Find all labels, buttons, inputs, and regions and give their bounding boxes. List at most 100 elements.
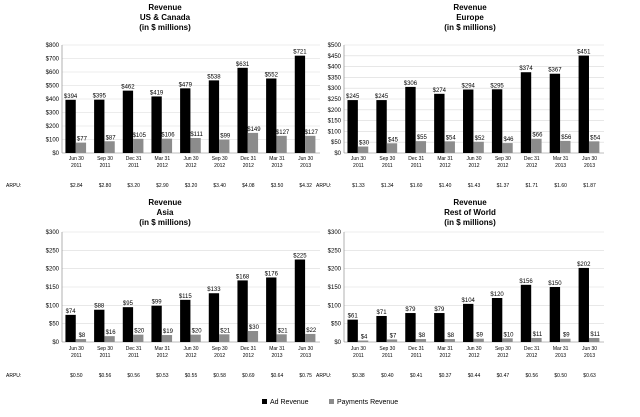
x-tick-label: 2012 [185, 163, 196, 169]
legend-label: Ad Revenue [270, 399, 309, 406]
payments-revenue-bar [357, 340, 369, 342]
x-tick-label: Sep 30 [97, 346, 113, 352]
y-tick-label: $250 [46, 248, 60, 254]
payments-revenue-label: $127 [305, 130, 319, 136]
chart-title-line: US & Canada [140, 13, 191, 22]
ad-revenue-label: $156 [519, 279, 533, 285]
payments-revenue-bar [247, 331, 259, 342]
x-tick-label: Dec 31 [240, 346, 256, 352]
arpu-value: $0.64 [271, 373, 284, 379]
ad-revenue-label: $225 [293, 254, 307, 260]
x-tick-label: Mar 31 [437, 346, 453, 352]
ad-revenue-bar [122, 307, 134, 342]
payments-revenue-bar [415, 339, 427, 342]
x-tick-label: 2013 [300, 163, 311, 169]
x-tick-label: 2012 [157, 353, 168, 359]
ad-revenue-bar [405, 86, 416, 153]
x-tick-label: Sep 30 [495, 156, 511, 162]
x-tick-label: 2013 [300, 353, 311, 359]
payments-revenue-label: $22 [306, 328, 317, 334]
arpu-label: ARPU: [316, 183, 331, 189]
arpu-value: $3.50 [271, 183, 284, 189]
arpu-value: $2.80 [99, 183, 112, 189]
ad-revenue-label: $115 [179, 294, 193, 300]
payments-revenue-bar [75, 339, 87, 342]
ad-revenue-bar [463, 303, 474, 342]
arpu-value: $0.55 [185, 373, 198, 379]
x-tick-label: 2012 [468, 163, 479, 169]
payments-revenue-bar [133, 138, 144, 153]
payments-revenue-label: $52 [475, 136, 486, 142]
payments-revenue-bar [357, 146, 369, 153]
payments-revenue-bar [190, 334, 201, 342]
ad-revenue-label: $395 [93, 94, 107, 100]
x-tick-label: 2011 [382, 353, 393, 359]
payments-revenue-bar [588, 141, 600, 153]
ad-revenue-label: $394 [64, 94, 78, 100]
y-tick-label: $250 [328, 248, 342, 254]
x-tick-label: Dec 31 [408, 156, 424, 162]
x-tick-label: Jun 30 [298, 346, 313, 352]
ad-revenue-label: $294 [462, 83, 476, 89]
payments-revenue-label: $54 [446, 135, 457, 141]
chart-title-line: (in $ millions) [444, 218, 496, 227]
arpu-value: $0.56 [99, 373, 112, 379]
arpu-value: $1.60 [410, 183, 423, 189]
ad-revenue-label: $295 [490, 83, 504, 89]
x-tick-label: 2011 [411, 353, 422, 359]
x-tick-label: 2013 [555, 353, 566, 359]
payments-revenue-label: $10 [504, 332, 515, 338]
ad-revenue-bar [434, 313, 445, 342]
x-tick-label: 2012 [214, 353, 225, 359]
x-tick-label: 2011 [71, 353, 82, 359]
payments-revenue-label: $127 [276, 130, 290, 136]
ad-revenue-bar [347, 319, 358, 342]
ad-revenue-label: $79 [405, 307, 416, 313]
payments-revenue-bar [161, 138, 173, 153]
ad-revenue-label: $168 [236, 274, 250, 280]
x-tick-label: 2011 [71, 163, 82, 169]
arpu-value: $1.60 [554, 183, 567, 189]
ad-revenue-label: $306 [404, 81, 418, 87]
payments-revenue-label: $11 [533, 332, 543, 338]
ad-revenue-bar [491, 89, 503, 153]
payments-revenue-bar [305, 135, 316, 153]
arpu-value: $4.32 [299, 183, 312, 189]
ad-revenue-bar [65, 314, 76, 342]
arpu-label: ARPU: [316, 373, 331, 379]
payments-revenue-label: $66 [532, 133, 543, 139]
x-tick-label: Sep 30 [97, 156, 113, 162]
x-tick-label: 2011 [353, 163, 364, 169]
x-tick-label: 2013 [555, 163, 566, 169]
y-tick-label: $300 [46, 230, 60, 236]
payments-revenue-label: $8 [447, 333, 454, 339]
y-tick-label: $150 [328, 119, 342, 125]
arpu-value: $2.90 [156, 183, 169, 189]
payments-revenue-label: $9 [563, 333, 570, 339]
arpu-value: $0.63 [583, 373, 596, 379]
x-tick-label: Mar 31 [553, 156, 569, 162]
arpu-value: $1.71 [526, 183, 539, 189]
arpu-label: ARPU: [6, 373, 21, 379]
y-tick-label: $0 [334, 151, 341, 157]
payments-revenue-label: $45 [388, 137, 399, 143]
y-tick-label: $250 [328, 97, 342, 103]
y-tick-label: $400 [46, 97, 60, 103]
y-tick-label: $150 [328, 285, 342, 291]
ad-revenue-bar [463, 89, 474, 153]
x-tick-label: 2011 [382, 163, 393, 169]
x-tick-label: 2011 [100, 163, 111, 169]
y-tick-label: $100 [328, 129, 342, 135]
x-tick-label: 2011 [128, 353, 139, 359]
payments-revenue-label: $54 [590, 135, 601, 141]
payments-revenue-label: $46 [504, 137, 515, 143]
x-tick-label: Sep 30 [379, 346, 395, 352]
ad-revenue-bar [266, 277, 277, 342]
arpu-value: $0.53 [156, 373, 169, 379]
arpu-value: $0.56 [526, 373, 539, 379]
ad-revenue-bar [122, 90, 134, 153]
arpu-value: $2.84 [70, 183, 83, 189]
